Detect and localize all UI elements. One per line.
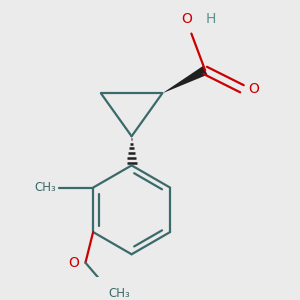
Text: H: H bbox=[206, 12, 217, 26]
Polygon shape bbox=[162, 66, 208, 93]
Text: O: O bbox=[181, 12, 192, 26]
Text: CH₃: CH₃ bbox=[108, 287, 130, 300]
Text: O: O bbox=[68, 256, 79, 270]
Text: O: O bbox=[248, 82, 259, 96]
Text: CH₃: CH₃ bbox=[34, 181, 56, 194]
